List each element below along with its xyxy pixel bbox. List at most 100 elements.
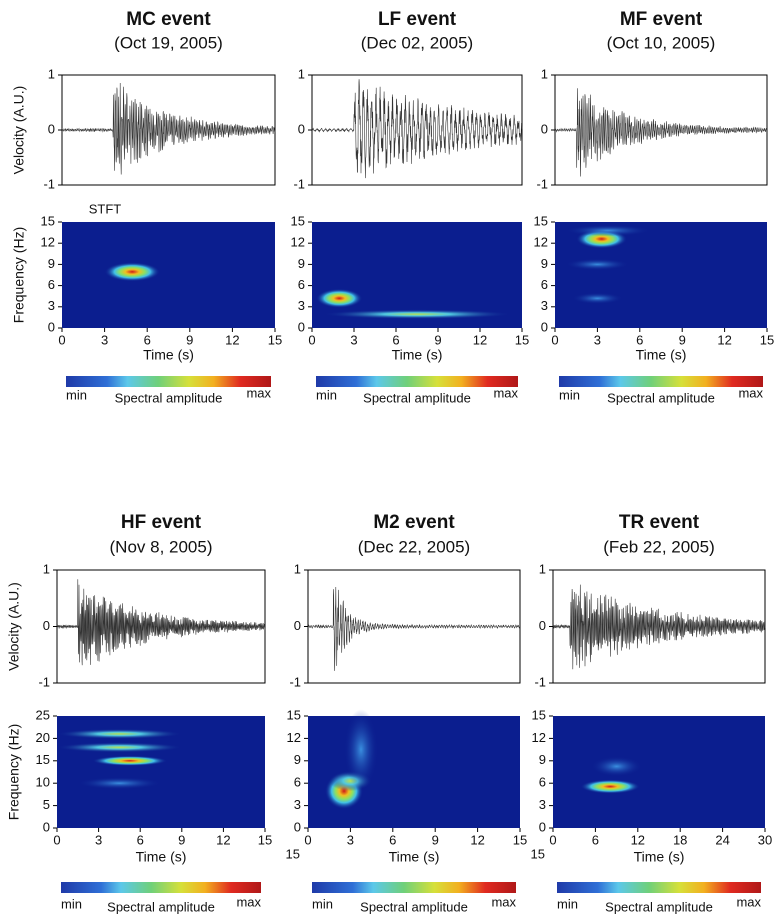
colorbar-min: min	[316, 387, 337, 402]
time-tick-label: 6	[636, 332, 643, 347]
velocity-tick-label: 1	[298, 66, 305, 81]
frequency-tick-label: 9	[294, 752, 301, 767]
velocity-tick-label: -1	[293, 176, 305, 191]
waveform	[554, 88, 768, 177]
time-tick-label: 12	[216, 832, 230, 847]
frequency-tick-label: 3	[539, 797, 546, 812]
velocity-tick-label: 0	[43, 618, 50, 633]
frequency-axis-label: Frequency (Hz)	[6, 724, 22, 820]
spectral-peak	[344, 709, 378, 790]
spectrogram	[555, 222, 767, 328]
time-tick-label: 6	[592, 832, 599, 847]
velocity-tick-label: -1	[289, 674, 301, 689]
time-tick-label: 15	[258, 832, 272, 847]
spectral-peak	[565, 224, 651, 237]
time-tick-label: 6	[392, 332, 399, 347]
time-tick-label: 15	[515, 332, 529, 347]
time-tick-label: 15	[760, 332, 774, 347]
time-tick-label: 18	[673, 832, 687, 847]
panel-title: M2 event	[373, 512, 455, 533]
panel-date: (Feb 22, 2005)	[603, 537, 715, 556]
time-tick-label: 30	[758, 832, 772, 847]
time-tick-label: 0	[53, 832, 60, 847]
frequency-tick-label: 15	[534, 213, 548, 228]
colorbar-min: min	[61, 896, 82, 911]
velocity-tick-label: 0	[541, 121, 548, 136]
time-tick-label: 9	[432, 832, 439, 847]
panel-title: HF event	[121, 512, 202, 533]
frequency-tick-label: 3	[48, 298, 55, 313]
frequency-tick-label: 12	[287, 730, 301, 745]
time-tick-label: 3	[594, 332, 601, 347]
velocity-tick-label: -1	[38, 674, 50, 689]
frequency-tick-label: 3	[541, 298, 548, 313]
frequency-tick-label: 0	[43, 819, 50, 834]
frequency-tick-label: 0	[541, 319, 548, 334]
velocity-tick-label: -1	[536, 176, 548, 191]
frequency-tick-label: 15	[41, 213, 55, 228]
frequency-tick-label: 0	[294, 819, 301, 834]
velocity-tick-label: 0	[48, 121, 55, 136]
panel-title: MC event	[126, 9, 211, 30]
spectral-peak	[92, 755, 168, 766]
velocity-tick-label: -1	[534, 674, 546, 689]
colorbar-min: min	[312, 896, 333, 911]
time-tick-label: 15	[513, 832, 527, 847]
spectrogram-bg	[553, 716, 765, 828]
colorbar	[316, 376, 518, 387]
waveform	[311, 79, 523, 179]
frequency-tick-label: 25	[36, 707, 50, 722]
colorbar-label: Spectral amplitude	[115, 390, 223, 405]
colorbar	[559, 376, 763, 387]
time-axis-label: Time (s)	[136, 849, 187, 865]
spectral-peak	[57, 742, 182, 753]
colorbar-max: max	[736, 894, 761, 909]
colorbar	[61, 882, 261, 893]
spectral-peak	[580, 779, 640, 794]
velocity-tick-label: 0	[539, 618, 546, 633]
colorbar-max: max	[236, 894, 261, 909]
colorbar-label: Spectral amplitude	[605, 899, 713, 914]
panel-date: (Nov 8, 2005)	[110, 537, 213, 556]
spectral-peak	[57, 728, 182, 739]
colorbar-min: min	[66, 387, 87, 402]
frequency-tick-label: 6	[541, 277, 548, 292]
colorbar-min: min	[557, 896, 578, 911]
time-axis-label: Time (s)	[636, 347, 687, 363]
frequency-tick-label: 9	[48, 256, 55, 271]
spectral-peak	[322, 309, 512, 319]
spectral-peak	[316, 288, 363, 308]
frequency-tick-label: 0	[298, 319, 305, 334]
stft-label: STFT	[89, 201, 122, 216]
frequency-tick-label: 20	[36, 730, 50, 745]
waveform	[61, 82, 276, 175]
time-tick-label: 9	[186, 332, 193, 347]
time-tick-label: 9	[434, 332, 441, 347]
time-tick-label: 6	[137, 832, 144, 847]
colorbar-min: min	[559, 387, 580, 402]
time-tick-label: 6	[144, 332, 151, 347]
time-tick-label: 0	[58, 332, 65, 347]
frequency-tick-label: 15	[36, 752, 50, 767]
spectrogram-bg	[308, 716, 520, 828]
velocity-axis-label: Velocity (A.U.)	[6, 582, 22, 671]
velocity-tick-label: 1	[539, 561, 546, 576]
time-axis-label: Time (s)	[634, 849, 685, 865]
spectrogram	[312, 222, 522, 328]
waveform	[56, 579, 266, 666]
velocity-tick-label: 0	[298, 121, 305, 136]
colorbar-label: Spectral amplitude	[363, 390, 471, 405]
time-tick-label: 3	[350, 332, 357, 347]
colorbar-max: max	[246, 385, 271, 400]
frequency-axis-label: Frequency (Hz)	[11, 227, 27, 323]
frequency-tick-label: 6	[298, 277, 305, 292]
spectral-peak	[565, 258, 630, 271]
spectral-peak	[77, 777, 161, 790]
velocity-tick-label: -1	[43, 176, 55, 191]
time-tick-label: 6	[389, 832, 396, 847]
colorbar-label: Spectral amplitude	[107, 899, 215, 914]
colorbar-label: Spectral amplitude	[360, 899, 468, 914]
panel-date: (Oct 19, 2005)	[114, 33, 223, 52]
time-tick-label: 12	[631, 832, 645, 847]
